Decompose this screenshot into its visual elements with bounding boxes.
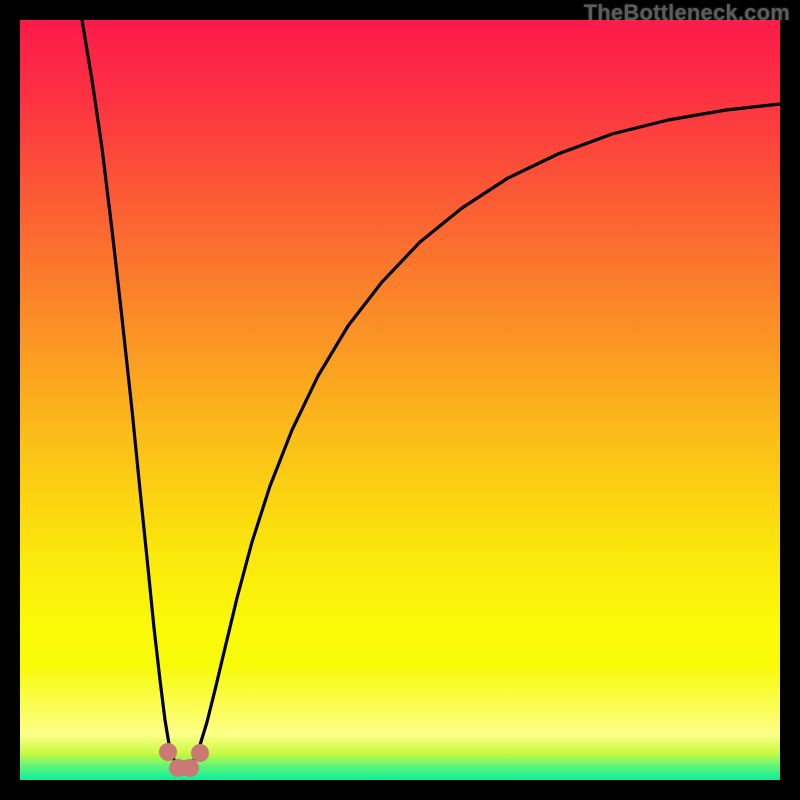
chart-background [20,20,780,780]
chart-container: TheBottleneck.com [0,0,800,800]
plot-area [20,20,780,780]
bottleneck-curve-chart [20,20,780,780]
watermark-text: TheBottleneck.com [584,0,790,26]
